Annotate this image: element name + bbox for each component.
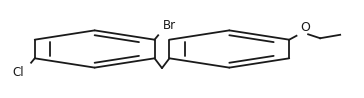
- Text: O: O: [301, 21, 310, 34]
- Text: Br: Br: [163, 19, 176, 32]
- Text: Cl: Cl: [12, 66, 24, 79]
